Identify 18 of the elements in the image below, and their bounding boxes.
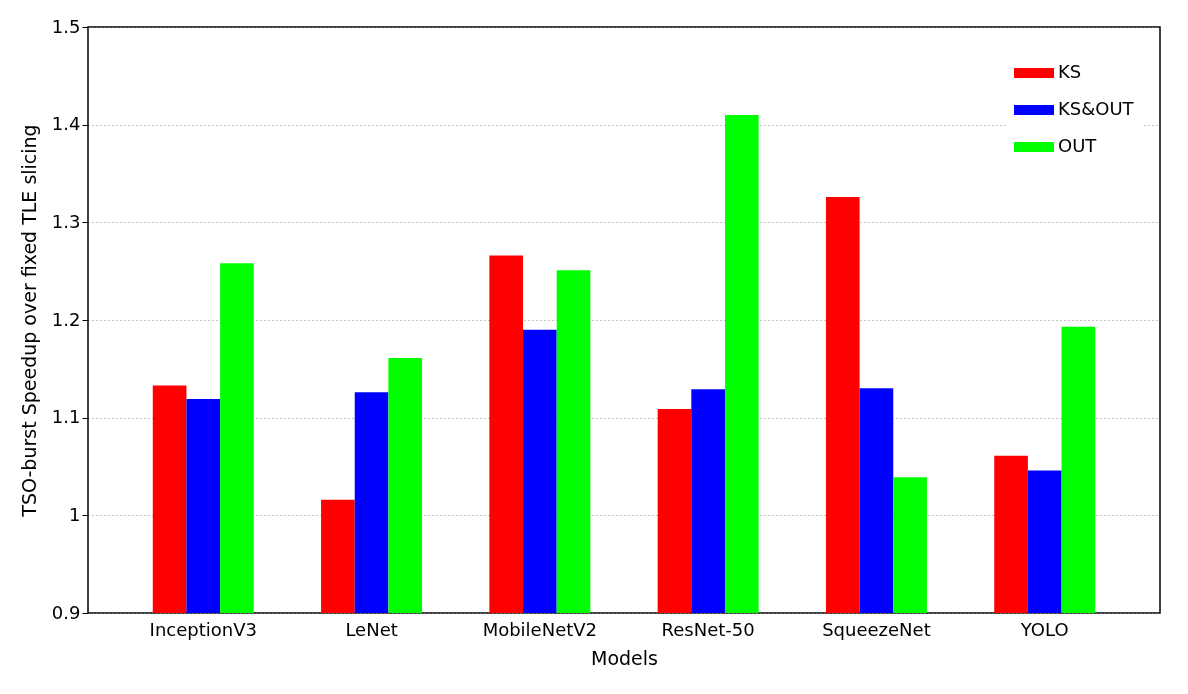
x-tick-label: SqueezeNet — [822, 618, 931, 640]
y-tick-label: 1.1 — [51, 406, 81, 428]
y-tick-label: 0.9 — [51, 601, 81, 623]
x-tick-label: LeNet — [345, 618, 398, 640]
legend-label: KS&OUT — [1058, 98, 1135, 119]
y-axis-title: TSO-burst Speedup over fixed TLE slicing — [17, 124, 40, 518]
x-tick-label: ResNet-50 — [661, 618, 755, 640]
legend-label: OUT — [1058, 135, 1098, 156]
x-tick-label: InceptionV3 — [149, 618, 257, 640]
x-tick-label: MobileNetV2 — [482, 618, 598, 640]
x-axis-title: Models — [591, 646, 658, 669]
y-tick-label: 1.5 — [51, 15, 81, 37]
y-tick-label: 1 — [69, 503, 81, 525]
legend-label: KS — [1058, 61, 1082, 82]
y-tick-label: 1.3 — [51, 210, 81, 232]
x-tick-label: YOLO — [1019, 618, 1069, 640]
y-tick-label: 1.2 — [51, 308, 81, 330]
y-tick-label: 1.4 — [51, 113, 81, 135]
